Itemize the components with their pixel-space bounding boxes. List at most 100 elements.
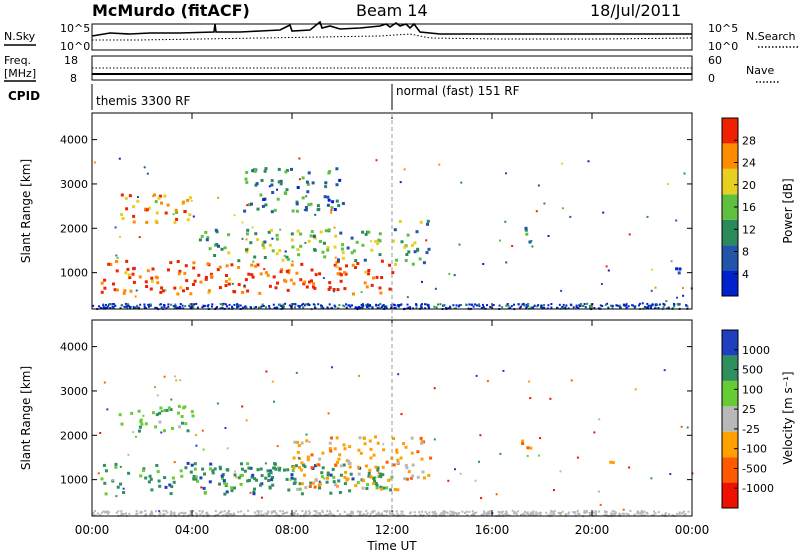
- data-cell: [334, 234, 338, 238]
- data-cell: [154, 219, 158, 223]
- data-cell: [207, 304, 210, 307]
- data-cell: [102, 510, 105, 513]
- data-cell: [264, 167, 268, 171]
- data-cell: [190, 512, 193, 515]
- data-cell: [645, 511, 648, 514]
- data-cell: [330, 514, 333, 517]
- data-cell: [299, 244, 303, 248]
- data-cell: [333, 245, 337, 249]
- data-cell: [527, 305, 530, 308]
- data-cell: [211, 469, 215, 473]
- data-cell: [675, 219, 678, 222]
- data-cell: [350, 512, 353, 515]
- data-cell: [512, 512, 515, 515]
- data-cell: [678, 513, 681, 515]
- data-cell: [287, 488, 291, 492]
- data-cell: [643, 510, 646, 513]
- data-cell: [332, 480, 336, 484]
- data-cell: [239, 474, 243, 478]
- data-cell: [250, 263, 254, 267]
- data-cell: [96, 512, 99, 515]
- data-cell: [341, 202, 345, 205]
- data-cell: [160, 306, 163, 309]
- data-cell: [99, 432, 102, 434]
- data-cell: [470, 303, 473, 306]
- data-cell: [343, 475, 347, 479]
- data-cell: [159, 303, 162, 306]
- data-cell: [350, 510, 353, 513]
- data-cell: [618, 304, 621, 307]
- data-cell: [380, 512, 383, 515]
- colorbar-tick-label: 12: [742, 223, 756, 236]
- data-cell: [321, 250, 325, 254]
- data-cell: [268, 469, 272, 473]
- data-cell: [114, 226, 117, 229]
- data-cell: [418, 257, 422, 261]
- data-cell: [547, 304, 550, 307]
- data-cell: [380, 487, 384, 491]
- data-cell: [296, 513, 299, 516]
- data-cell: [495, 493, 498, 496]
- data-cell: [420, 306, 423, 309]
- data-cell: [285, 255, 289, 259]
- data-cell: [191, 414, 195, 418]
- data-cell: [182, 512, 185, 515]
- data-cell: [442, 513, 444, 516]
- data-cell: [654, 304, 657, 307]
- data-cell: [381, 306, 383, 309]
- data-cell: [215, 307, 217, 310]
- data-cell: [184, 264, 188, 268]
- data-cell: [136, 512, 139, 515]
- data-cell: [271, 380, 274, 383]
- data-cell: [605, 514, 608, 516]
- data-cell: [382, 304, 385, 307]
- data-cell: [195, 444, 198, 447]
- data-cell: [326, 473, 330, 477]
- data-cell: [499, 452, 502, 455]
- data-cell: [196, 479, 199, 483]
- data-cell: [298, 487, 302, 491]
- freq-panel: Freq. [MHz] 18 8 60 0 Nave: [4, 54, 780, 85]
- data-cell: [104, 492, 108, 496]
- data-cell: [665, 307, 668, 310]
- data-cell: [391, 271, 395, 275]
- data-cell: [251, 473, 255, 477]
- data-cell: [415, 230, 419, 234]
- data-cell: [452, 511, 455, 514]
- data-cell: [378, 253, 382, 257]
- data-cell: [313, 306, 316, 309]
- data-cell: [246, 204, 249, 207]
- data-cell: [172, 213, 175, 216]
- data-cell: [367, 230, 371, 234]
- data-cell: [304, 241, 307, 244]
- data-cell: [362, 436, 366, 440]
- data-cell: [220, 474, 224, 478]
- data-cell: [525, 303, 528, 306]
- data-cell: [166, 203, 170, 207]
- y-tick-label: 2000: [60, 429, 88, 442]
- data-cell: [419, 514, 422, 517]
- data-cell: [206, 513, 208, 516]
- data-cell: [447, 307, 450, 310]
- colorbar-tick-label: 16: [742, 201, 756, 214]
- data-cell: [198, 510, 201, 513]
- colorbar-swatch: [722, 330, 738, 356]
- data-cell: [427, 305, 430, 308]
- data-cell: [132, 267, 136, 271]
- data-cell: [259, 467, 263, 471]
- data-cell: [341, 243, 344, 247]
- data-cell: [513, 511, 516, 514]
- data-cell: [292, 282, 296, 286]
- data-cell: [346, 246, 350, 250]
- data-cell: [431, 511, 434, 514]
- data-cell: [639, 511, 642, 514]
- data-cell: [279, 510, 282, 513]
- data-cell: [310, 466, 314, 470]
- data-cell: [199, 476, 203, 480]
- data-cell: [325, 513, 328, 516]
- y-tick-label: 1000: [60, 474, 88, 487]
- data-cell: [678, 511, 681, 514]
- data-cell: [184, 466, 188, 470]
- data-cell: [641, 509, 644, 512]
- data-cell: [293, 477, 297, 481]
